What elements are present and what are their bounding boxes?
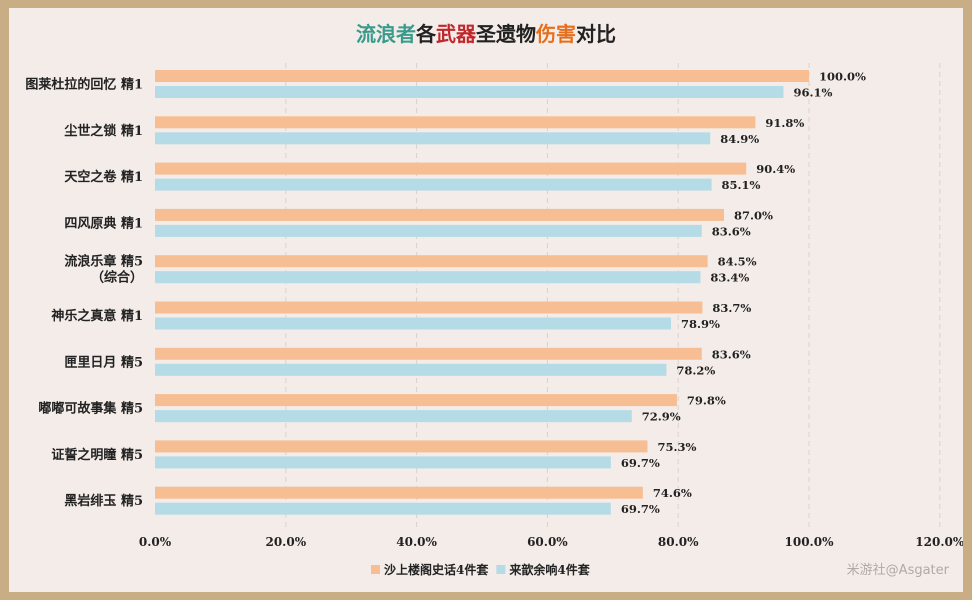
- category-labels: 图莱杜拉的回忆 精1 尘世之锁 精1 天空之卷 精1 四风原典 精1 流浪乐章 精5（综…: [25, 77, 143, 510]
- data-label: 84.9%: [720, 132, 759, 146]
- bar-series1: [155, 486, 643, 499]
- category-label: 图莱杜拉的回忆 精1: [25, 77, 143, 93]
- x-tick-label: 100.0%: [785, 535, 835, 549]
- category-label: 天空之卷 精1: [64, 169, 143, 185]
- title-segment: 流浪者: [356, 22, 416, 46]
- data-label: 90.4%: [756, 162, 795, 176]
- title-segment: 圣遗物: [476, 22, 536, 46]
- x-tick-label: 120.0%: [915, 535, 963, 549]
- bar-series1: [155, 70, 809, 82]
- data-label: 100.0%: [819, 70, 866, 84]
- bar-series2: [155, 317, 672, 330]
- legend-swatch[interactable]: [496, 565, 506, 574]
- data-label: 87.0%: [734, 208, 773, 222]
- bar-series2: [155, 363, 667, 376]
- bar-series2: [155, 132, 711, 145]
- bar-series1: [155, 162, 747, 175]
- data-label: 83.7%: [712, 301, 751, 315]
- watermark: 米游社@Asgater: [846, 563, 949, 578]
- bar-series1: [155, 255, 708, 268]
- x-tick-label: 0.0%: [139, 535, 172, 549]
- data-label: 79.8%: [687, 394, 726, 408]
- bar-series2: [155, 271, 701, 284]
- value-labels: 100.0% 96.1% 91.8% 84.9% 90.4% 85.1% 87.0% 83.6…: [621, 70, 866, 517]
- category-label: 四风原典 精1: [64, 215, 143, 231]
- category-label: 证誓之明瞳 精5: [51, 447, 143, 463]
- bars: [155, 70, 809, 515]
- category-label: 匣里日月 精5: [64, 354, 143, 370]
- data-label: 83.4%: [710, 271, 749, 285]
- data-label: 78.2%: [676, 363, 715, 377]
- bar-series2: [155, 502, 611, 515]
- legend[interactable]: 沙上楼阁史话4件套 来歆余响4件套: [371, 562, 591, 577]
- data-label: 85.1%: [722, 178, 761, 192]
- data-label: 91.8%: [765, 116, 804, 130]
- x-axis-ticks: 0.0% 20.0% 40.0% 60.0% 80.0% 100.0% 120.0%: [139, 535, 963, 549]
- category-label: 尘世之锁 精1: [64, 123, 143, 139]
- chart-frame: 流浪者各武器圣遗物伤害对比 100.0% 96.1% 91.8% 84.9% 90.4%…: [9, 8, 963, 592]
- chart-title: 流浪者各武器圣遗物伤害对比: [356, 22, 616, 46]
- category-label: 嘟嘟可故事集 精5: [38, 401, 143, 417]
- legend-label[interactable]: 沙上楼阁史话4件套: [384, 562, 489, 577]
- x-tick-label: 40.0%: [396, 535, 437, 549]
- bar-series1: [155, 440, 648, 453]
- data-label: 69.7%: [621, 502, 660, 516]
- x-tick-label: 20.0%: [265, 535, 306, 549]
- bar-series1: [155, 347, 702, 360]
- category-label: （综合）: [91, 270, 143, 286]
- data-label: 96.1%: [793, 86, 832, 100]
- chart-canvas: 流浪者各武器圣遗物伤害对比 100.0% 96.1% 91.8% 84.9% 90.4%…: [25, 22, 963, 577]
- legend-swatch[interactable]: [371, 565, 380, 574]
- data-label: 83.6%: [712, 347, 751, 361]
- title-segment: 武器: [436, 22, 477, 46]
- data-label: 83.6%: [712, 224, 751, 238]
- bar-series1: [155, 301, 703, 314]
- x-tick-label: 60.0%: [527, 535, 568, 549]
- bar-series2: [155, 224, 702, 237]
- bar-series2: [155, 456, 611, 469]
- bar-series1: [155, 394, 677, 407]
- data-label: 84.5%: [718, 255, 757, 269]
- category-label: 流浪乐章 精5: [64, 254, 143, 270]
- bar-series2: [155, 410, 632, 423]
- title-segment: 对比: [576, 22, 616, 46]
- title-segment: 伤害: [535, 22, 576, 46]
- data-label: 74.6%: [653, 486, 692, 500]
- legend-label[interactable]: 来歆余响4件套: [508, 562, 590, 577]
- data-label: 78.9%: [681, 317, 720, 331]
- bar-series1: [155, 116, 756, 129]
- x-tick-label: 80.0%: [658, 535, 699, 549]
- bar-series1: [155, 208, 724, 221]
- data-label: 75.3%: [657, 440, 696, 454]
- category-label: 神乐之真意 精1: [51, 308, 143, 324]
- bar-series2: [155, 86, 784, 98]
- data-label: 72.9%: [642, 410, 681, 424]
- category-label: 黑岩绯玉 精5: [64, 493, 143, 509]
- data-label: 69.7%: [621, 456, 660, 470]
- bar-series2: [155, 178, 712, 191]
- title-segment: 各: [415, 22, 437, 46]
